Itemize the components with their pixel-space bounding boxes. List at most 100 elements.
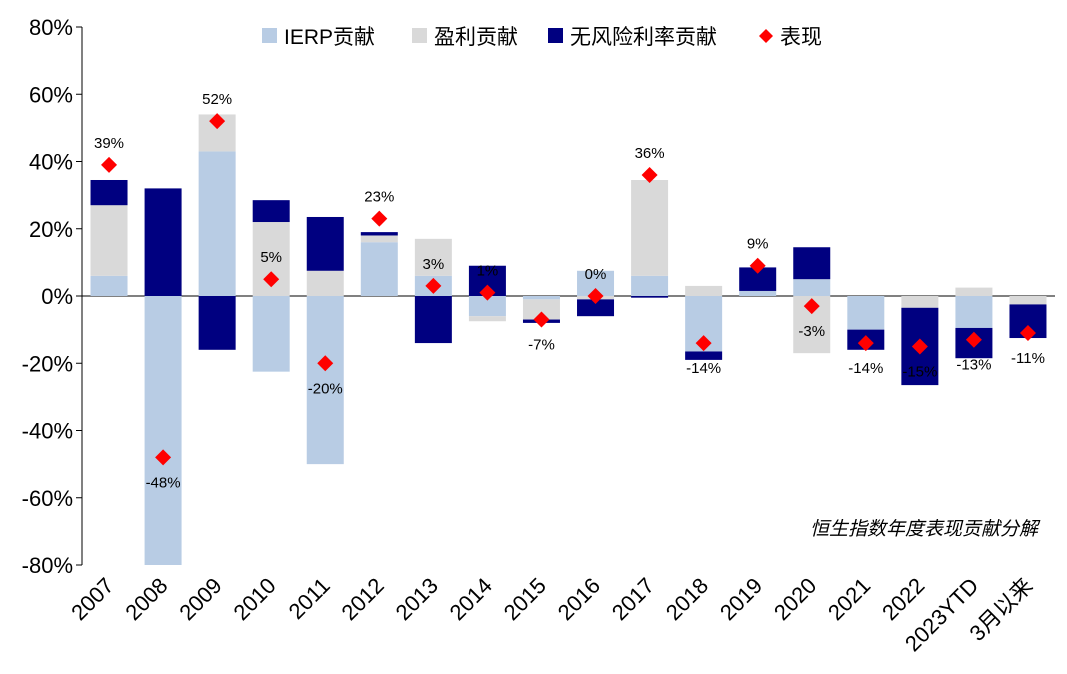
bar-segment-0 (793, 279, 831, 296)
performance-marker (533, 311, 550, 328)
bar-segment-1 (901, 296, 939, 308)
y-tick-label: 80% (29, 15, 73, 40)
performance-marker (641, 166, 658, 183)
legend-marker-performance (759, 29, 773, 43)
legend-label: 表现 (780, 26, 822, 49)
performance-label: -48% (146, 474, 181, 491)
x-tick-label: 2009 (174, 573, 226, 625)
x-tick-label: 2008 (120, 573, 172, 625)
x-tick-label: 2014 (445, 573, 497, 625)
performance-marker (155, 449, 172, 466)
legend-label: 无风险利率贡献 (570, 26, 717, 49)
performance-label: -11% (1011, 350, 1045, 367)
performance-label: -13% (956, 357, 991, 374)
bar-segment-0 (468, 296, 506, 317)
legend-swatch-1 (412, 28, 427, 43)
performance-marker (587, 288, 604, 304)
bar-segment-0 (360, 242, 398, 296)
bar-segment-0 (198, 151, 236, 296)
x-tick-label: 2011 (284, 573, 335, 624)
bar-segment-1 (631, 179, 669, 276)
bar-segment-2 (739, 267, 777, 291)
performance-label: 36% (635, 145, 665, 162)
x-tick-label: 2020 (769, 573, 821, 625)
bar-segment-2 (144, 188, 182, 296)
performance-marker (425, 277, 442, 294)
performance-label: -15% (902, 363, 937, 380)
performance-label: -14% (686, 360, 721, 377)
bar-segment-0 (306, 296, 344, 465)
y-tick-label: 20% (29, 217, 73, 242)
performance-label: -14% (848, 360, 883, 377)
performance-marker (749, 257, 766, 274)
x-tick-label: 2013 (391, 573, 443, 625)
legend-swatch-2 (548, 28, 563, 43)
bars (90, 114, 1047, 565)
bar-segment-2 (306, 216, 344, 271)
x-tick-label: 2018 (661, 573, 713, 625)
bar-segment-1 (468, 316, 506, 322)
bar-segment-0 (631, 275, 669, 296)
bar-segment-2 (793, 247, 831, 280)
performance-marker (965, 331, 982, 348)
performance-label: 3% (423, 256, 445, 273)
bar-segment-2 (631, 296, 669, 298)
x-tick-label: 2007 (66, 573, 118, 625)
performance-marker (857, 335, 874, 352)
bar-segment-2 (360, 232, 398, 236)
bar-segment-2 (252, 200, 290, 223)
legend: IERP贡献 盈利贡献 无风险利率贡献 表现 (262, 26, 822, 49)
performance-label: -20% (308, 380, 343, 397)
performance-marker (803, 298, 820, 315)
performance-label: 5% (260, 249, 282, 266)
bar-segment-1 (522, 299, 560, 320)
performance-marker (209, 113, 226, 130)
bar-segment-0 (90, 275, 128, 296)
bar-segment-0 (955, 296, 993, 328)
bar-segment-0 (252, 296, 290, 372)
x-tick-label: 2010 (228, 573, 280, 625)
performance-label: 39% (94, 135, 124, 152)
x-tick-label: 2017 (607, 573, 659, 625)
y-tick-label: -80% (22, 553, 73, 578)
performance-points (101, 113, 1036, 466)
performance-marker (371, 210, 388, 227)
bar-segment-2 (577, 299, 615, 317)
bar-segment-0 (522, 296, 560, 300)
x-tick-label: 2015 (499, 573, 551, 625)
y-tick-label: 60% (29, 82, 73, 107)
performance-marker (1019, 324, 1036, 341)
bar-segment-0 (739, 290, 777, 296)
bar-segment-1 (955, 287, 993, 296)
y-tick-label: 40% (29, 150, 73, 175)
legend-swatch-0 (262, 28, 277, 43)
bar-segment-2 (90, 179, 128, 206)
data-labels: 39% -48% 52% 5% -20% 23% 3% 1% -7% 0% 36% -14% 9% -3%… (94, 91, 1045, 491)
x-tick-label: 2019 (715, 573, 767, 625)
performance-label: 23% (364, 189, 394, 206)
bar-segment-1 (414, 238, 452, 276)
performance-marker (695, 335, 712, 352)
bar-segment-0 (847, 296, 885, 330)
bar-segment-1 (685, 285, 723, 296)
bar-segment-2 (414, 296, 452, 344)
performance-marker (479, 284, 496, 301)
performance-label: 9% (747, 236, 769, 253)
y-tick-label: -60% (22, 486, 73, 511)
x-tick-label: 2021 (823, 573, 875, 625)
performance-label: 0% (585, 266, 607, 283)
performance-marker (263, 271, 280, 288)
y-tick-label: -40% (22, 419, 73, 444)
performance-label: 52% (202, 91, 232, 108)
bar-segment-1 (1009, 296, 1047, 305)
x-tick-label: 2012 (337, 573, 389, 625)
legend-label: 盈利贡献 (434, 26, 518, 49)
y-tick-label: -20% (22, 351, 73, 376)
performance-label: -7% (528, 337, 555, 354)
bar-segment-2 (685, 351, 723, 360)
performance-marker (101, 156, 118, 173)
chart-note: 恒生指数年度表现贡献分解 (810, 518, 1041, 540)
performance-label: -3% (798, 323, 825, 340)
bar-segment-1 (90, 205, 128, 276)
